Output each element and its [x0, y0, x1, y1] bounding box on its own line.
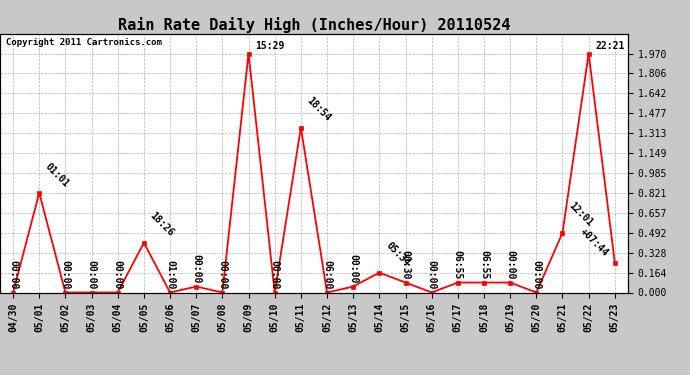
Text: 15:29: 15:29: [255, 41, 285, 51]
Text: 18:26: 18:26: [148, 211, 176, 238]
Text: 12:01: 12:01: [566, 201, 595, 229]
Text: 01:00: 01:00: [165, 260, 175, 290]
Text: 00:00: 00:00: [191, 254, 201, 284]
Text: 00:30: 00:30: [400, 251, 411, 280]
Text: 05:34: 05:34: [384, 241, 411, 268]
Text: 00:00: 00:00: [86, 260, 97, 290]
Text: Copyright 2011 Cartronics.com: Copyright 2011 Cartronics.com: [6, 38, 162, 46]
Text: 06:00: 06:00: [322, 260, 332, 290]
Text: 00:00: 00:00: [112, 260, 123, 290]
Text: 00:00: 00:00: [348, 254, 358, 284]
Text: 18:54: 18:54: [305, 96, 333, 123]
Text: 00:00: 00:00: [217, 260, 228, 290]
Text: 00:00: 00:00: [426, 260, 437, 290]
Text: +07:44: +07:44: [579, 226, 611, 258]
Text: 06:55: 06:55: [453, 251, 463, 280]
Text: 00:00: 00:00: [531, 260, 542, 290]
Text: 22:21: 22:21: [595, 41, 625, 51]
Title: Rain Rate Daily High (Inches/Hour) 20110524: Rain Rate Daily High (Inches/Hour) 20110…: [118, 16, 510, 33]
Text: 00:00: 00:00: [505, 251, 515, 280]
Text: 00:00: 00:00: [61, 260, 70, 290]
Text: 01:01: 01:01: [43, 161, 71, 189]
Text: 00:00: 00:00: [8, 260, 18, 290]
Text: 00:00: 00:00: [270, 260, 279, 290]
Text: 06:55: 06:55: [479, 251, 489, 280]
